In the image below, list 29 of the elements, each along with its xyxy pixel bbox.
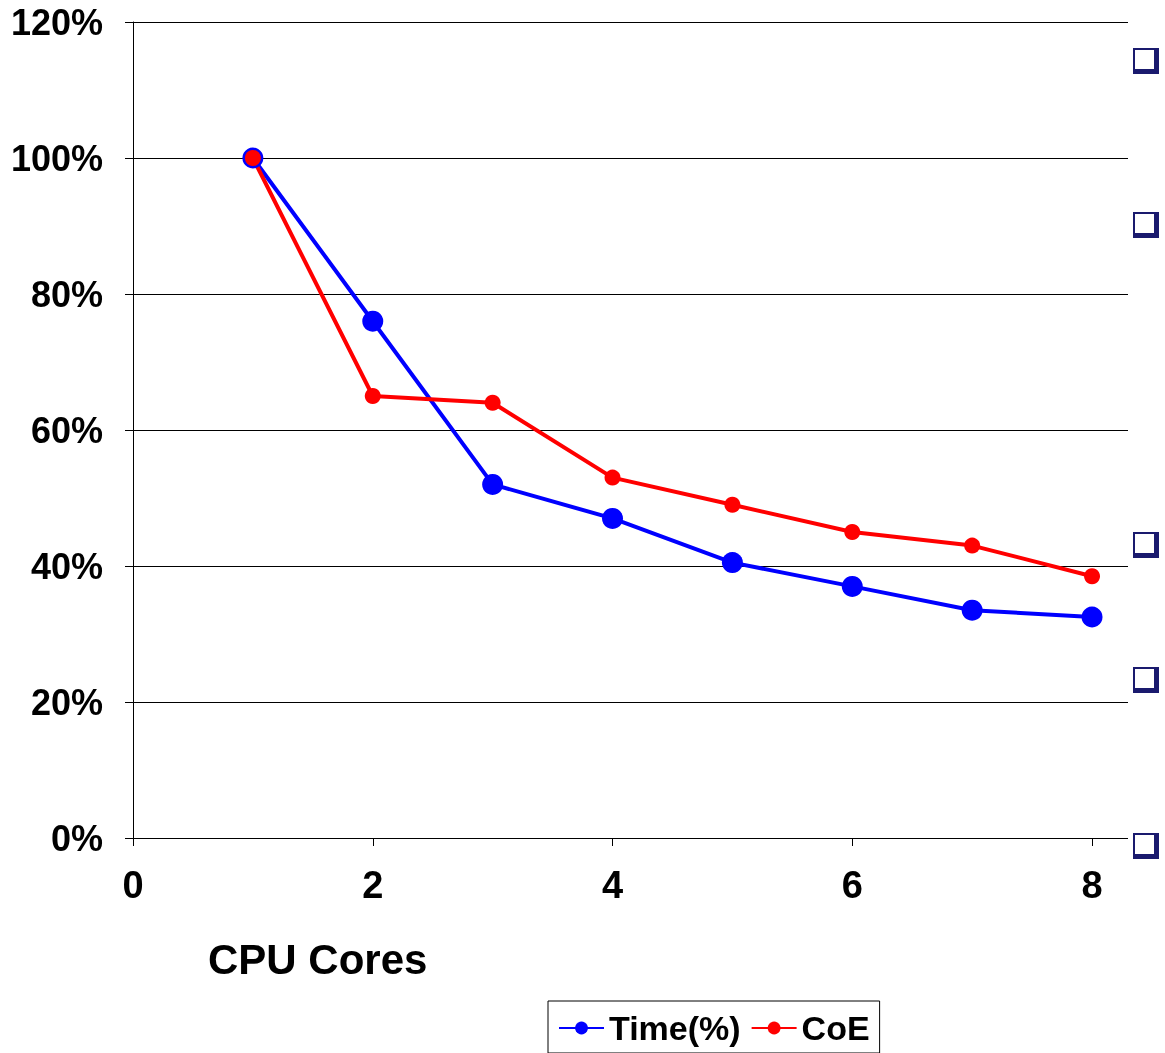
y-tick-label: 20% [30,681,103,723]
y-tick-label: 100% [10,137,103,179]
x-axis-title: CPU Cores [208,935,428,983]
legend-label: Time(%) [609,1009,741,1047]
x-tick-label: 8 [1081,864,1103,906]
point [841,575,863,597]
point [362,310,384,332]
point [602,507,624,529]
x-tick-label: 2 [362,864,384,906]
point [721,552,743,574]
y-tick-label: 60% [30,409,103,451]
point [1084,568,1101,585]
y-tick-label: 0% [50,817,103,859]
y-tick-label: 120% [10,1,103,43]
x-tick-label: 0 [122,864,144,906]
point [844,524,861,540]
legend-label: CoE [801,1009,870,1047]
point [964,537,981,554]
x-tick-label: 4 [601,864,624,906]
point [364,388,381,404]
y-tick-label: 80% [30,273,103,315]
x-tick-label: 6 [841,864,863,906]
point [724,496,741,513]
point [961,599,983,621]
point [1081,606,1103,628]
point [482,473,504,495]
point [484,394,501,411]
point [604,469,621,486]
y-tick-label: 40% [30,545,103,587]
